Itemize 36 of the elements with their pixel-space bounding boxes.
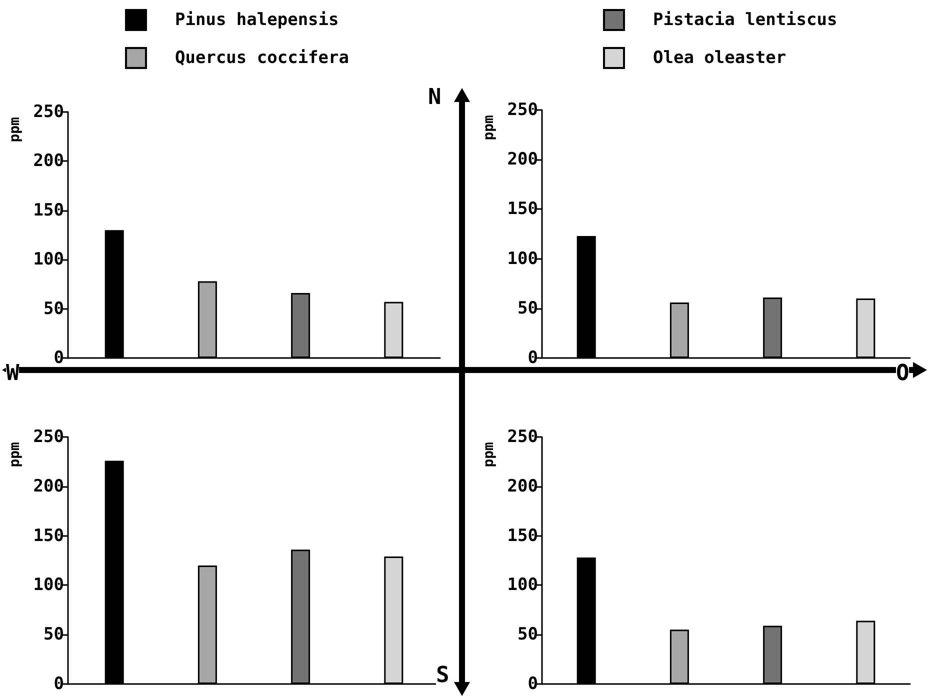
text: N [428,85,442,110]
text: O [896,361,910,386]
y-tick-label: 0 [54,348,64,368]
y-tick-label: 50 [518,624,538,645]
text: W [6,361,20,386]
y-tick-label: 50 [44,624,64,645]
y-tick-label: 50 [44,298,64,319]
y-tick-label: 200 [33,476,64,496]
y-tick-label: 100 [507,575,538,596]
y-tick-label: 100 [33,250,64,270]
y-tick-label: 50 [518,298,538,318]
y-tick-label: 150 [33,200,64,220]
legend-label: Olea oleaster [653,48,786,68]
y-tick-label: 200 [33,151,64,172]
annotation: S [436,663,450,688]
y-tick-label: 250 [507,100,538,120]
y-tick-label: 250 [507,427,538,447]
y-axis-title: ppm [481,115,497,140]
y-axis-title: ppm [7,117,23,142]
y-tick-label: 250 [33,102,64,122]
y-tick-label: 0 [528,348,538,368]
y-tick-label: 100 [507,248,538,269]
y-tick-label: 150 [507,526,538,546]
y-tick-label: 100 [33,575,64,596]
legend-label: Quercus coccifera [175,48,349,68]
y-axis-title: ppm [7,442,23,468]
y-tick-label: 0 [54,674,64,694]
y-tick-label: 150 [507,199,538,220]
y-tick-label: 0 [528,674,538,694]
legend-label: Pistacia lentiscus [653,10,838,30]
y-tick-label: 200 [507,476,538,496]
y-axis-title: ppm [481,442,497,468]
y-tick-label: 150 [33,526,64,546]
legend-label: Pinus halepensis [175,10,339,30]
y-tick-label: 250 [33,427,64,447]
y-tick-label: 200 [507,150,538,170]
